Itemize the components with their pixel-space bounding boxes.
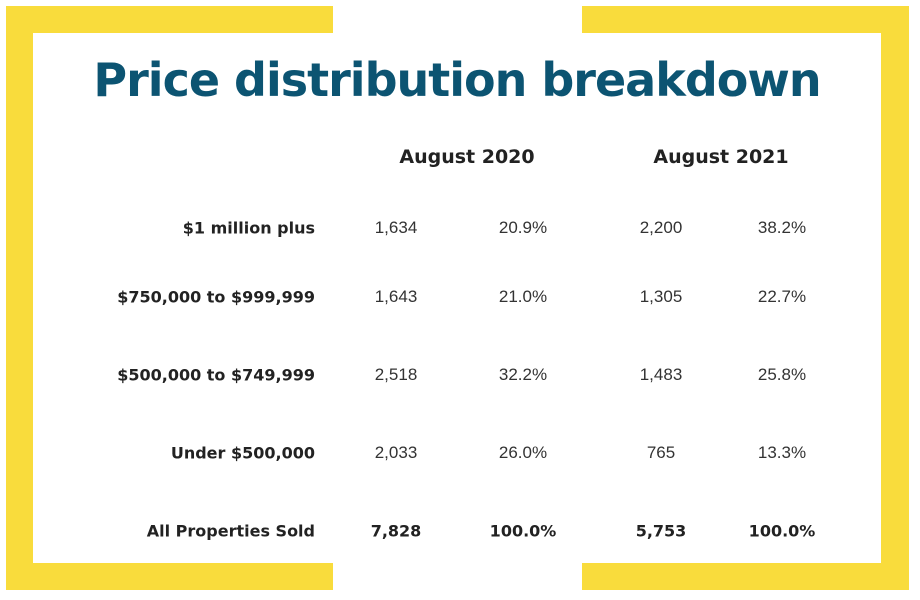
percent-cell: 21.0% <box>498 287 548 306</box>
row-label: $1 million plus <box>182 218 315 238</box>
count-cell: 1,643 <box>374 287 418 306</box>
column-header-period-2: August 2021 <box>653 146 789 168</box>
count-cell: 1,483 <box>639 365 683 384</box>
percent-cell: 25.8% <box>757 365 807 384</box>
row-label: All Properties Sold <box>146 521 315 541</box>
count-cell: 7,828 <box>370 521 422 541</box>
count-cell: 1,634 <box>374 218 418 237</box>
column-header-period-1: August 2020 <box>399 146 535 168</box>
row-label: $750,000 to $999,999 <box>117 287 315 307</box>
percent-cell: 100.0% <box>489 521 557 541</box>
count-cell: 2,033 <box>374 443 418 462</box>
percent-cell: 38.2% <box>757 218 807 237</box>
percent-cell: 100.0% <box>748 521 816 541</box>
frame-left <box>6 6 34 590</box>
frame-top-left <box>6 6 333 34</box>
count-cell: 1,305 <box>639 287 683 306</box>
row-label: Under $500,000 <box>170 443 315 463</box>
chart-title: Price distribution breakdown <box>93 53 821 107</box>
frame-right <box>881 6 909 590</box>
count-cell: 2,518 <box>374 365 418 384</box>
percent-cell: 13.3% <box>757 443 807 462</box>
frame-bottom-left <box>6 562 333 590</box>
count-cell: 765 <box>646 443 676 462</box>
frame-bottom-right <box>582 562 909 590</box>
percent-cell: 26.0% <box>498 443 548 462</box>
percent-cell: 20.9% <box>498 218 548 237</box>
percent-cell: 22.7% <box>757 287 807 306</box>
frame-top-right <box>582 6 909 34</box>
percent-cell: 32.2% <box>498 365 548 384</box>
row-label: $500,000 to $749,999 <box>117 365 315 385</box>
count-cell: 5,753 <box>635 521 687 541</box>
count-cell: 2,200 <box>639 218 683 237</box>
table-panel: Price distribution breakdown August 2020… <box>33 33 881 563</box>
